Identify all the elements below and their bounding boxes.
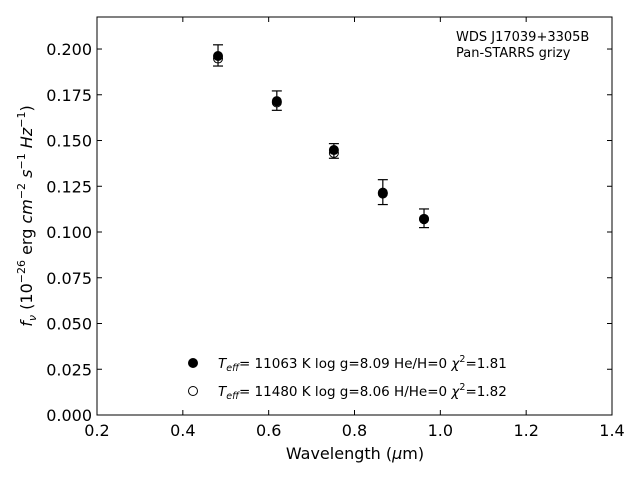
point-open: [377, 188, 388, 199]
point-filled: [328, 145, 339, 156]
y-tick-label: 0.100: [46, 223, 92, 242]
x-tick-label: 0.2: [84, 421, 109, 440]
legend-label-open: Teff= 11480 K log g=8.06 H/He=0 χ2=1.82: [218, 382, 507, 402]
point-open: [328, 147, 339, 158]
axis-ticks: 0.2 0.4 0.6 0.8 1.0 1.2 1.4 0.000 0.025 0.050 0.07…: [46, 17, 625, 440]
y-tick-label: 0.150: [46, 132, 92, 151]
x-axis-label: Wavelength (μm): [286, 444, 424, 463]
y-tick-label: 0.200: [46, 40, 92, 59]
x-tick-label: 1.0: [428, 421, 453, 440]
y-tick-label: 0.050: [46, 315, 92, 334]
legend-marker-open: [188, 386, 198, 396]
x-tick-label: 0.6: [256, 421, 281, 440]
x-tick-label: 1.4: [599, 421, 624, 440]
x-tick-label: 1.2: [513, 421, 538, 440]
annotation-line-1: WDS J17039+3305B: [456, 30, 589, 45]
legend-marker-filled: [188, 358, 198, 368]
y-tick-label: 0.175: [46, 86, 92, 105]
y-tick-label: 0.000: [46, 406, 92, 425]
y-tick-label: 0.125: [46, 177, 92, 196]
y-tick-label: 0.075: [46, 269, 92, 288]
legend-label-filled: Teff= 11063 K log g=8.09 He/H=0 χ2=1.81: [218, 354, 507, 374]
point-filled: [213, 50, 224, 61]
legend: Teff= 11063 K log g=8.09 He/H=0 χ2=1.81 …: [188, 354, 507, 402]
plot-area: [213, 44, 430, 229]
x-tick-label: 0.4: [170, 421, 195, 440]
point-open: [419, 214, 430, 225]
y-tick-label: 0.025: [46, 360, 92, 379]
y-axis-label: fν (10−26 erg cm−2 s−1 Hz−1): [15, 105, 39, 326]
annotation-line-2: Pan-STARRS grizy: [456, 46, 571, 61]
x-tick-label: 0.8: [342, 421, 367, 440]
point-open: [271, 97, 282, 108]
point-open: [213, 53, 224, 64]
